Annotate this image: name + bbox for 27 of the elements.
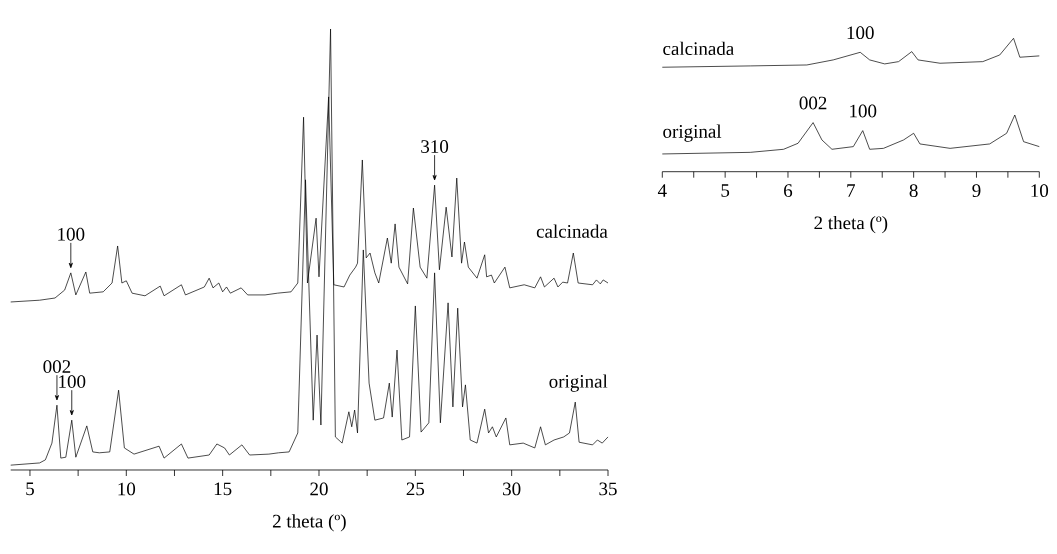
x-tick-label: 25 — [406, 482, 425, 496]
annotation: 100 — [847, 26, 874, 40]
x-tick-label: 5 — [721, 184, 730, 197]
x-tick-label: 10 — [1031, 184, 1049, 198]
annotation: 100 — [58, 227, 85, 241]
x-tick-label: 35 — [599, 482, 617, 496]
x-tick-label: 8 — [909, 184, 918, 198]
annotation: 310 — [421, 140, 449, 153]
x-axis-title: 2 theta (º) — [814, 215, 888, 234]
annotation: 002 — [799, 96, 827, 110]
series-label: original — [663, 124, 722, 142]
x-tick-label: 7 — [847, 184, 856, 197]
annotation: 002 — [43, 360, 71, 373]
x-tick-label: 10 — [118, 482, 136, 496]
x-tick-label: 30 — [503, 482, 521, 496]
x-tick-label: 6 — [784, 184, 793, 197]
series-label: calcinada — [663, 41, 734, 56]
x-axis-title: 2 theta (º) — [272, 514, 346, 532]
x-tick-label: 20 — [310, 482, 328, 496]
x-tick-label: 9 — [972, 184, 981, 197]
series-label: calcinada — [536, 224, 608, 238]
annotation: 100 — [850, 104, 877, 118]
x-tick-label: 5 — [26, 482, 34, 496]
series-label: original — [549, 374, 608, 392]
x-tick-label: 4 — [657, 184, 667, 197]
x-tick-label: 15 — [214, 482, 232, 496]
annotation: 100 — [59, 375, 86, 388]
